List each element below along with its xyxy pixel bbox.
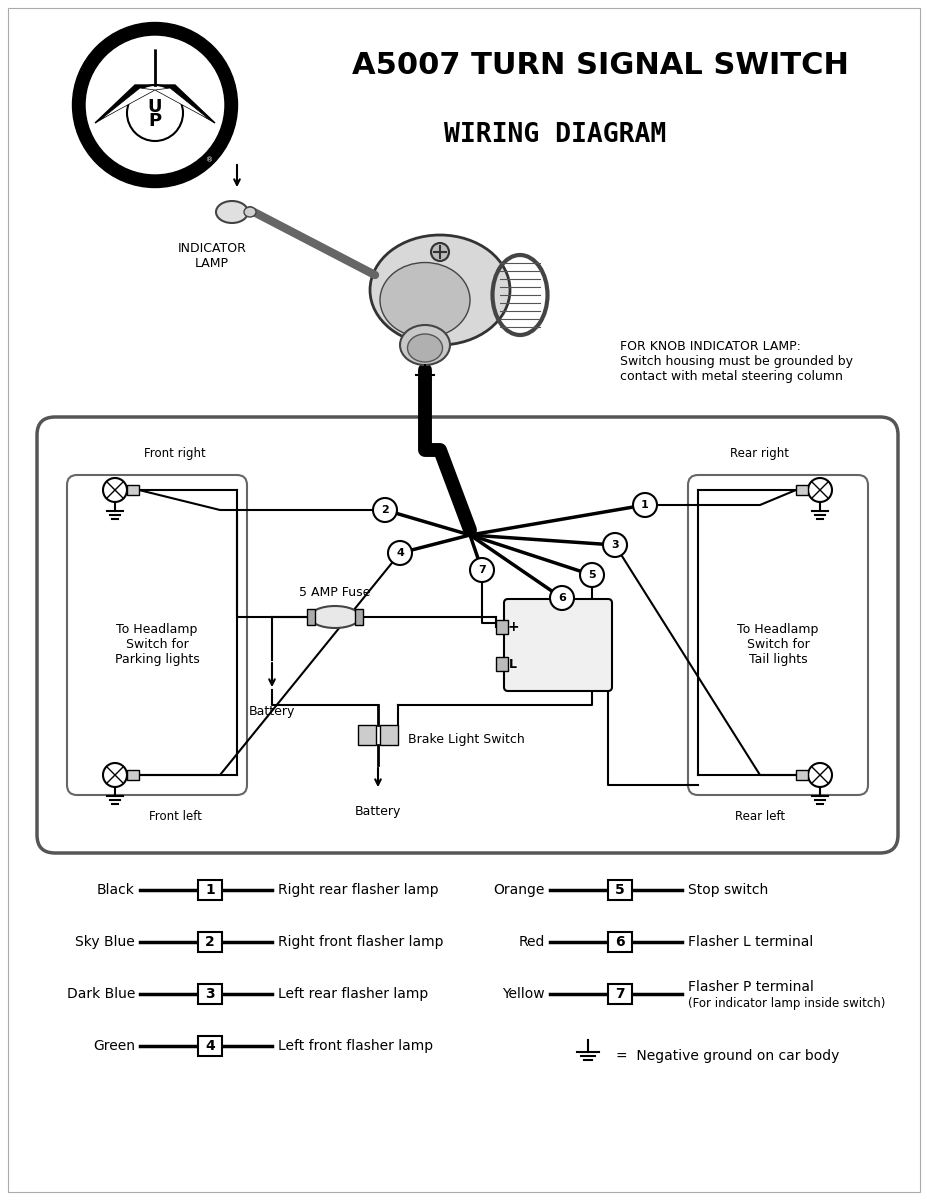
Bar [197,984,222,1004]
Circle shape [632,493,656,517]
Text: Rear right: Rear right [730,446,789,460]
Text: Front left: Front left [148,810,201,823]
Text: A5007 TURN SIGNAL SWITCH: A5007 TURN SIGNAL SWITCH [351,50,847,79]
Circle shape [603,533,627,557]
Circle shape [469,558,493,582]
Text: Black: Black [97,883,134,896]
Ellipse shape [244,208,256,217]
Bar [495,620,507,634]
Text: Front right: Front right [144,446,206,460]
Polygon shape [95,85,155,124]
Bar [197,880,222,900]
Text: 3: 3 [205,986,214,1001]
Polygon shape [100,88,155,120]
Polygon shape [155,85,215,124]
Text: 3: 3 [611,540,618,550]
Bar [358,725,375,745]
Bar [307,608,314,625]
Text: Left rear flasher lamp: Left rear flasher lamp [278,986,427,1001]
Polygon shape [155,88,210,120]
Text: To Headlamp
Switch for
Parking lights: To Headlamp Switch for Parking lights [115,624,199,666]
Text: Rear left: Rear left [734,810,784,823]
Bar [795,770,807,780]
Text: P: P [148,112,161,130]
Bar [197,1036,222,1056]
Ellipse shape [379,263,469,337]
Bar [607,880,631,900]
Text: Battery: Battery [354,805,400,818]
Circle shape [103,763,127,787]
Text: Brake Light Switch: Brake Light Switch [408,733,524,746]
Text: 3 Terminal
Flasher: 3 Terminal Flasher [527,631,588,659]
Text: Right rear flasher lamp: Right rear flasher lamp [278,883,438,896]
Text: 7: 7 [615,986,624,1001]
Text: 4: 4 [205,1039,215,1052]
Text: 1: 1 [205,883,215,896]
Text: ®: ® [206,157,213,163]
Text: +: + [507,620,518,634]
Bar [127,485,139,494]
Text: 2: 2 [205,935,215,949]
Bar [355,608,362,625]
Text: Stop switch: Stop switch [687,883,768,896]
Text: INDICATOR
LAMP: INDICATOR LAMP [177,242,247,270]
Ellipse shape [400,325,450,365]
Ellipse shape [85,35,224,175]
Text: 1: 1 [641,500,648,510]
Bar [607,984,631,1004]
Text: (For indicator lamp inside switch): (For indicator lamp inside switch) [687,997,884,1010]
Ellipse shape [72,23,237,187]
Text: Green: Green [93,1039,134,1052]
Text: 2: 2 [381,505,388,515]
Text: Flasher L terminal: Flasher L terminal [687,935,812,949]
Ellipse shape [216,200,248,223]
FancyBboxPatch shape [503,599,611,691]
Circle shape [373,498,397,522]
Text: 6: 6 [557,593,565,602]
Text: To Headlamp
Switch for
Tail lights: To Headlamp Switch for Tail lights [737,624,818,666]
Text: WIRING DIAGRAM: WIRING DIAGRAM [443,122,666,148]
Ellipse shape [370,235,510,346]
Text: UNITED: UNITED [132,48,178,58]
Text: Dark Blue: Dark Blue [67,986,134,1001]
Text: Sky Blue: Sky Blue [75,935,134,949]
Bar [197,932,222,952]
Text: L: L [508,659,516,672]
Bar [379,725,398,745]
Text: Battery: Battery [248,704,295,718]
Text: 5: 5 [588,570,595,580]
Text: Flasher P terminal: Flasher P terminal [687,980,813,994]
Circle shape [430,242,449,262]
Text: Left front flasher lamp: Left front flasher lamp [278,1039,433,1052]
Text: FOR KNOB INDICATOR LAMP:
Switch housing must be grounded by
contact with metal s: FOR KNOB INDICATOR LAMP: Switch housing … [619,340,852,383]
Circle shape [579,563,603,587]
Text: Right front flasher lamp: Right front flasher lamp [278,935,443,949]
Bar [795,485,807,494]
Bar [607,932,631,952]
Circle shape [103,478,127,502]
Circle shape [807,478,832,502]
Text: 7: 7 [477,565,486,575]
Text: PACIFIC: PACIFIC [131,155,179,166]
Ellipse shape [310,606,360,628]
Text: Orange: Orange [493,883,544,896]
Ellipse shape [407,334,442,362]
Text: 6: 6 [615,935,624,949]
Circle shape [127,85,183,142]
Text: Red: Red [518,935,544,949]
Text: Yellow: Yellow [502,986,544,1001]
Circle shape [387,541,412,565]
Circle shape [807,763,832,787]
Text: 4: 4 [396,548,403,558]
Text: 5: 5 [615,883,624,896]
Text: U: U [147,98,162,116]
Circle shape [550,586,574,610]
Text: 5 AMP Fuse: 5 AMP Fuse [299,586,370,599]
Bar [127,770,139,780]
Bar [495,658,507,671]
Text: =  Negative ground on car body: = Negative ground on car body [616,1049,838,1063]
